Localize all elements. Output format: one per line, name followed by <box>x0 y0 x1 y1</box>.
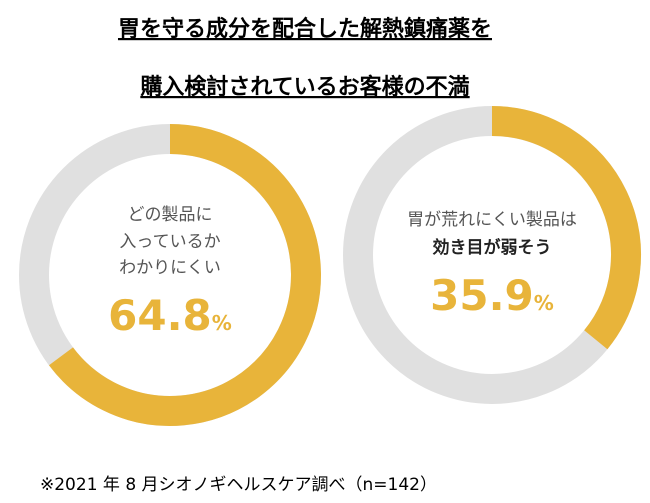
donut-segment <box>491 106 641 350</box>
title-line: 購入検討されているお客様の不満 <box>140 74 469 100</box>
donut-label: どの製品に <box>128 205 213 225</box>
title-line: 胃を守る成分を配合した解熱鎮痛薬を <box>118 16 492 42</box>
donut-label: わかりにくい <box>119 258 221 278</box>
donut-label: 効き目が弱そう <box>433 237 552 258</box>
value-label: 35.9% <box>430 271 554 320</box>
value-label: 64.8% <box>108 291 232 340</box>
footnote: ※2021 年 8 月シオノギヘルスケア調べ（n=142） <box>40 475 437 495</box>
donut-label: 入っているか <box>119 232 220 252</box>
donut-label: 胃が荒れにくい製品は <box>407 210 577 230</box>
donut-segment <box>48 124 321 426</box>
